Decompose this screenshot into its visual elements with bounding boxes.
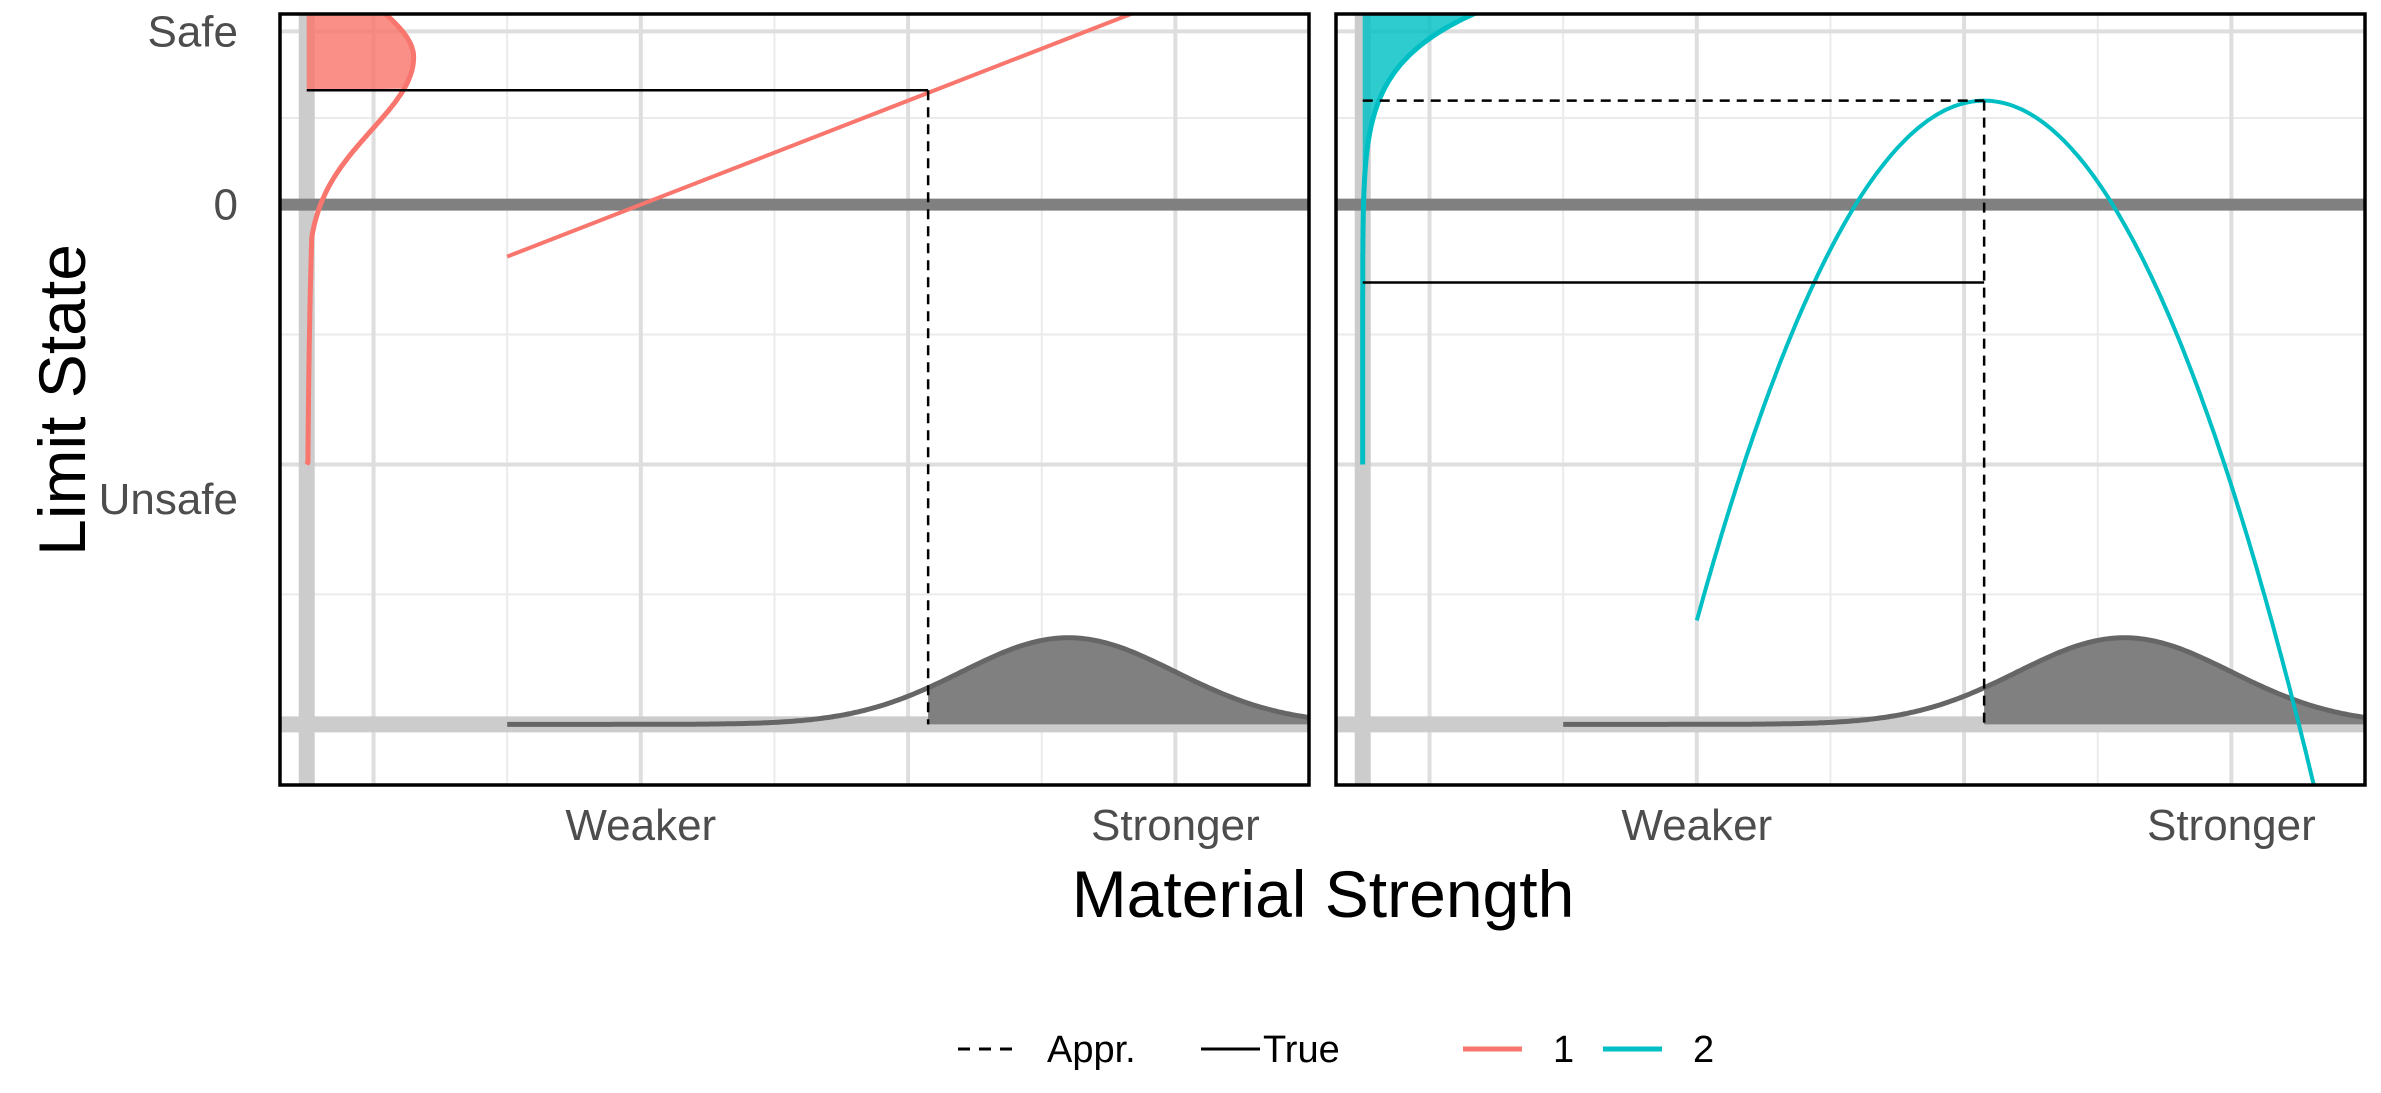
strength-density-curve (507, 635, 1309, 727)
panel-series-2 (1334, 12, 2367, 787)
limit-state-density-shaded-area (1362, 14, 1474, 283)
panel-series-1 (278, 12, 1311, 787)
x-axis-ticks: Weaker Stronger Weaker Stronger (565, 801, 2315, 850)
y-axis-title: Limit State (25, 244, 99, 556)
x-axis-title: Material Strength (1072, 857, 1575, 931)
limit-state-density-curve (1360, 14, 1480, 465)
x-tick-label: Weaker (565, 801, 716, 850)
legend: Appr. True 1 2 (958, 1029, 1714, 1071)
panel-border (1334, 12, 2367, 787)
legend-label-appr: Appr. (1047, 1029, 1136, 1071)
limit-state-density-shaded-area (306, 14, 414, 91)
legend-label-series-2: 2 (1693, 1029, 1714, 1071)
panel-border (278, 12, 1311, 787)
strength-density-curve (1563, 635, 2365, 727)
limit-state-curve (506, 14, 1137, 259)
y-tick-label: Unsafe (99, 475, 238, 524)
panel-plot-area (280, 14, 1309, 785)
strength-density-shaded-area (928, 637, 1309, 725)
x-tick-label: Stronger (2147, 801, 2316, 850)
y-tick-label: Safe (147, 7, 238, 56)
panel-plot-area (1336, 14, 2365, 785)
limit-state-density-curve (304, 14, 417, 466)
legend-label-true: True (1263, 1029, 1340, 1071)
limit-state-curve (1694, 98, 2316, 785)
strength-density-shaded-area (1984, 637, 2365, 725)
x-tick-label: Weaker (1621, 801, 1772, 850)
x-tick-label: Stronger (1091, 801, 1260, 850)
y-tick-label: 0 (214, 181, 238, 230)
legend-label-series-1: 1 (1553, 1029, 1574, 1071)
y-axis-ticks: Safe 0 Unsafe (99, 7, 238, 524)
